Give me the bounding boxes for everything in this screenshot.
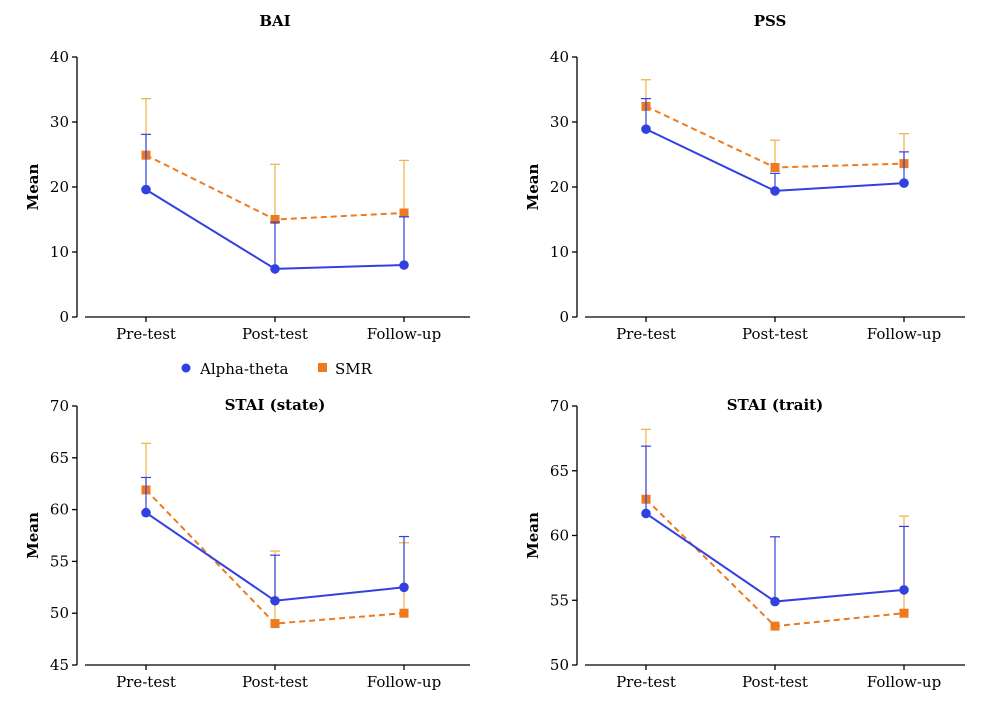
legend-label-alpha-theta: Alpha-theta — [199, 360, 288, 378]
chart-panel-0: BAI Mean 0 10 20 30 40 Pre-test Post-test Follow-… — [24, 12, 470, 343]
y-tick-label: 40 — [50, 48, 69, 66]
data-point-alpha-theta — [641, 124, 651, 134]
chart-title: PSS — [754, 12, 787, 30]
y-tick-label: 65 — [50, 449, 69, 467]
legend-label-smr: SMR — [335, 360, 373, 378]
chart-panel-3: STAI (trait) Mean 50 55 60 65 70 Pre-test Post-t… — [524, 396, 965, 691]
data-point-alpha-theta — [770, 186, 780, 196]
data-point-smr — [770, 621, 780, 631]
x-tick-label: Pre-test — [616, 325, 676, 343]
chart-title: STAI (state) — [225, 396, 326, 414]
data-point-smr — [899, 608, 909, 618]
chart-panels: BAI Mean 0 10 20 30 40 Pre-test Post-test Follow-… — [24, 12, 965, 691]
x-tick-label: Follow-up — [367, 325, 441, 343]
x-tick-label: Post-test — [742, 673, 808, 691]
x-tick-label: Pre-test — [116, 325, 176, 343]
data-point-alpha-theta — [770, 596, 780, 607]
data-point-smr — [399, 608, 409, 618]
data-point-alpha-theta — [270, 595, 280, 606]
chart-title: STAI (trait) — [727, 396, 823, 414]
x-tick-label: Follow-up — [367, 673, 441, 691]
x-tick-label: Pre-test — [116, 673, 176, 691]
data-point-alpha-theta — [399, 260, 409, 270]
chart-panel-2: STAI (state) Mean 45 50 55 60 65 70 Pre-test Post… — [24, 396, 470, 691]
legend: Alpha-theta SMR — [181, 360, 373, 378]
y-tick-label: 70 — [50, 397, 69, 415]
data-point-alpha-theta — [270, 264, 280, 274]
y-tick-label: 70 — [550, 397, 569, 415]
legend-marker-alpha-theta — [181, 363, 191, 373]
data-point-alpha-theta — [641, 508, 651, 519]
x-tick-label: Post-test — [242, 673, 308, 691]
y-tick-label: 50 — [50, 604, 69, 622]
y-tick-label: 55 — [50, 552, 69, 570]
x-tick-label: Post-test — [742, 325, 808, 343]
y-tick-label: 50 — [550, 656, 569, 674]
y-axis-label: Mean — [524, 164, 542, 211]
y-tick-label: 30 — [550, 113, 569, 131]
y-tick-label: 55 — [550, 591, 569, 609]
y-tick-label: 30 — [50, 113, 69, 131]
y-tick-label: 0 — [559, 308, 569, 326]
y-tick-label: 0 — [59, 308, 69, 326]
data-point-alpha-theta — [399, 582, 409, 593]
y-tick-label: 10 — [50, 243, 69, 261]
y-tick-label: 10 — [550, 243, 569, 261]
x-tick-label: Post-test — [242, 325, 308, 343]
data-point-alpha-theta — [141, 507, 151, 518]
y-axis-label: Mean — [24, 164, 42, 211]
data-point-alpha-theta — [141, 184, 151, 195]
chart-panel-1: PSS Mean 0 10 20 30 40 Pre-test Post-test Follow-… — [524, 12, 965, 343]
data-point-smr — [270, 215, 280, 224]
data-point-alpha-theta — [899, 178, 909, 188]
y-axis-label: Mean — [524, 512, 542, 559]
data-point-smr — [399, 208, 409, 218]
y-tick-label: 60 — [50, 501, 69, 519]
data-point-smr — [770, 163, 780, 172]
y-tick-label: 20 — [50, 178, 69, 196]
y-tick-label: 20 — [550, 178, 569, 196]
y-tick-label: 65 — [550, 462, 569, 480]
y-tick-label: 45 — [50, 656, 69, 674]
data-point-smr — [270, 619, 280, 629]
y-axis-label: Mean — [24, 512, 42, 559]
legend-marker-smr — [318, 363, 327, 372]
chart-title: BAI — [259, 12, 290, 30]
x-tick-label: Follow-up — [867, 673, 941, 691]
y-tick-label: 40 — [550, 48, 569, 66]
data-point-alpha-theta — [899, 585, 909, 595]
y-tick-label: 60 — [550, 527, 569, 545]
x-tick-label: Pre-test — [616, 673, 676, 691]
x-tick-label: Follow-up — [867, 325, 941, 343]
